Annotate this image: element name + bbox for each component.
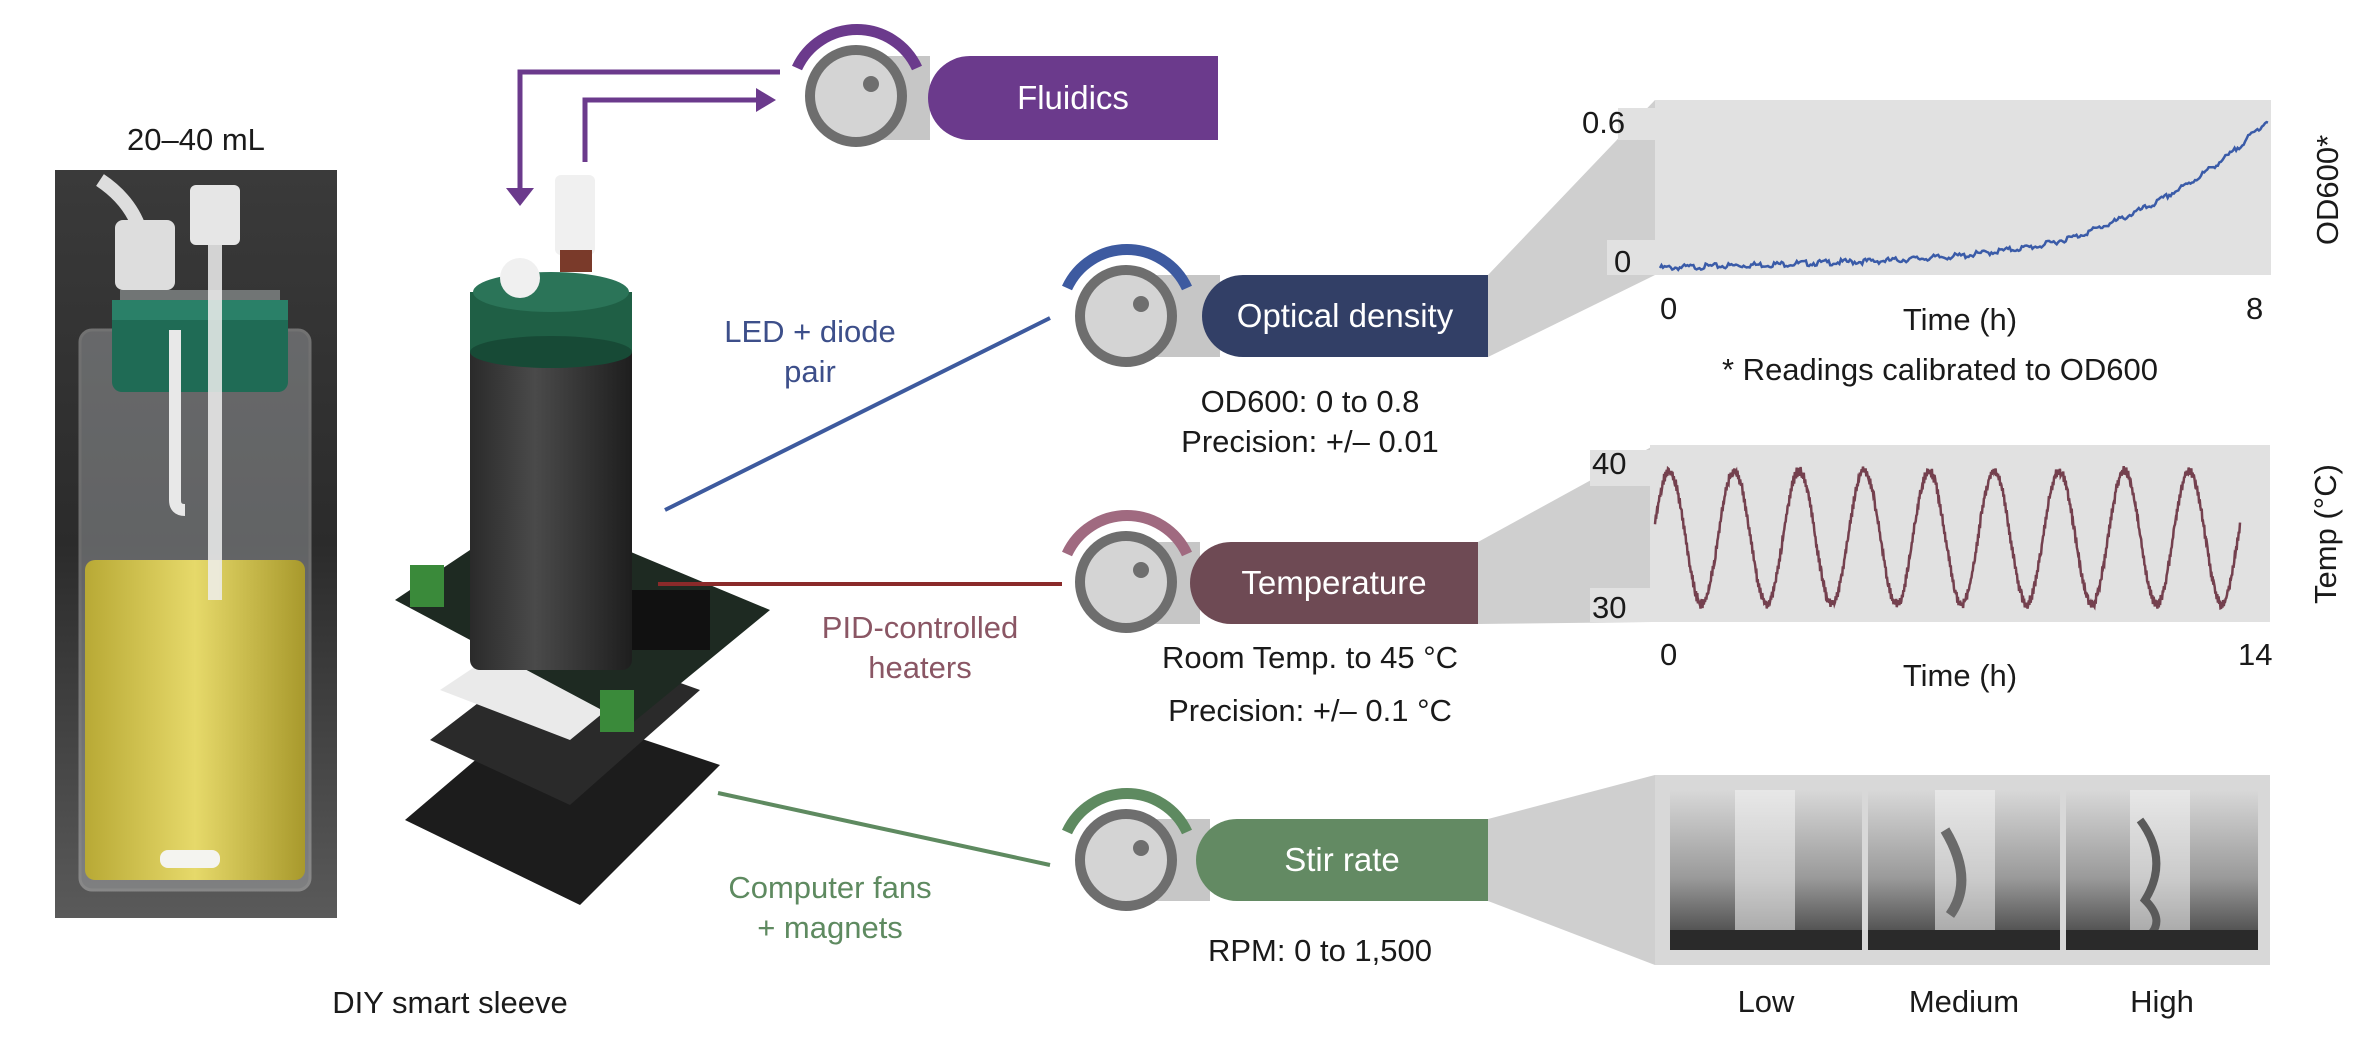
od-spec-precision: Precision: +/– 0.01 <box>1181 424 1439 459</box>
fluidics-arrowhead-right <box>756 88 776 112</box>
stir-knob[interactable] <box>1062 788 1210 911</box>
fluidics-knob[interactable] <box>792 24 930 147</box>
od-spec-range: OD600: 0 to 0.8 <box>1200 384 1420 419</box>
od-y-axis-label: OD600* <box>2310 134 2345 246</box>
temperature-knob[interactable] <box>1062 510 1200 633</box>
temp-spec-range: Room Temp. to 45 °C <box>1161 640 1459 675</box>
fluidics-arrow-out <box>517 69 780 200</box>
od-projection <box>1488 100 1655 357</box>
temperature-button[interactable]: Temperature <box>1190 542 1478 624</box>
od-chart-plot-area <box>1655 100 2271 275</box>
fluidics-button[interactable]: Fluidics <box>928 56 1218 140</box>
temp-series-line <box>1653 465 2242 611</box>
stir-low-label: Low <box>1737 984 1795 1019</box>
stir-image-high <box>2066 790 2258 950</box>
vial-volume-label: 20–40 mL <box>127 122 265 157</box>
stir-images <box>1655 775 2270 965</box>
led-label: LED + diode pair <box>680 314 940 390</box>
temp-projection <box>1478 445 1655 624</box>
heaters-label: PID-controlled heaters <box>780 610 1060 686</box>
od-series-line <box>1658 120 2269 272</box>
temp-y-tick-bottom: 30 <box>1592 590 1627 625</box>
od-y-tick-bottom: 0 <box>1614 244 1632 279</box>
temp-y-tick-top: 40 <box>1592 446 1627 481</box>
heaters-label-line1: PID-controlled <box>821 610 1019 645</box>
heaters-label-line2: heaters <box>868 650 972 685</box>
od-footnote: * Readings calibrated to OD600 <box>1722 352 2158 387</box>
temp-chart-plot-area <box>1650 445 2270 622</box>
led-connector-line <box>664 316 1051 512</box>
temp-spec-precision: Precision: +/– 0.1 °C <box>1168 693 1452 728</box>
sleeve-photo <box>395 175 770 905</box>
led-label-line2: pair <box>784 354 836 389</box>
temp-x-axis-label: Time (h) <box>1902 658 2018 693</box>
od-x-tick-end: 8 <box>2246 291 2264 326</box>
fans-label-line1: Computer fans <box>728 870 932 905</box>
stir-medium-label: Medium <box>1908 984 2020 1019</box>
od-chart <box>1607 100 2271 275</box>
temp-x-tick-end: 14 <box>2238 637 2273 672</box>
stir-rate-button[interactable]: Stir rate <box>1196 819 1488 901</box>
temp-chart <box>1590 445 2270 622</box>
stir-projection <box>1488 775 1655 965</box>
led-label-line1: LED + diode <box>724 314 896 349</box>
temp-x-tick-start: 0 <box>1660 637 1678 672</box>
sleeve-caption: DIY smart sleeve <box>332 985 568 1020</box>
od-x-tick-start: 0 <box>1660 291 1678 326</box>
fan-connector-line <box>717 791 1051 867</box>
stir-image-medium <box>1868 790 2060 950</box>
stir-spec-range: RPM: 0 to 1,500 <box>1207 933 1432 968</box>
fluidics-arrowhead-down <box>506 188 534 206</box>
od-x-axis-label: Time (h) <box>1902 302 2018 337</box>
optical-density-button[interactable]: Optical density <box>1202 275 1488 357</box>
vial-photo <box>55 170 337 918</box>
fans-label-line2: + magnets <box>757 910 903 945</box>
fluidics-arrow-in <box>582 97 760 162</box>
stir-high-label: High <box>2130 984 2194 1019</box>
temp-y-axis-label: Temp (°C) <box>2308 464 2343 604</box>
stir-image-low <box>1670 790 1862 950</box>
optical-knob[interactable] <box>1062 244 1220 367</box>
od-y-tick-top: 0.6 <box>1582 105 1626 140</box>
fans-label: Computer fans + magnets <box>690 870 970 946</box>
